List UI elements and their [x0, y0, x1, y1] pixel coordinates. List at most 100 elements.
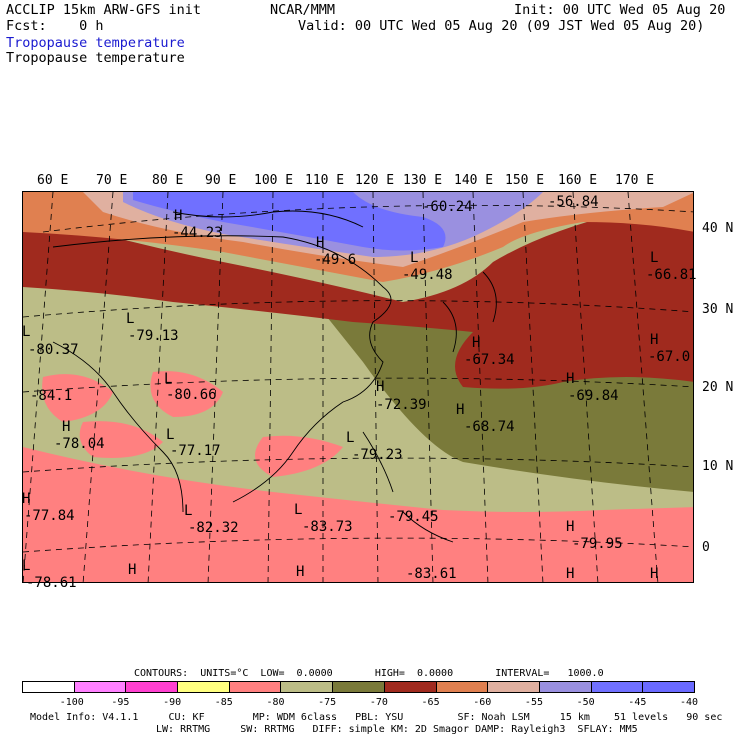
lat-label: 0: [702, 540, 710, 555]
title-valid: Valid: 00 UTC Wed 05 Aug 20 (09 JST Wed …: [298, 18, 705, 34]
colorbar-label: -80: [266, 697, 285, 708]
colorbar-label: -55: [524, 697, 543, 708]
high-marker: H: [376, 379, 385, 395]
value-label: -44.23: [172, 225, 223, 241]
colorbar-swatch: [22, 681, 75, 693]
low-marker: L: [650, 250, 659, 266]
lon-label: 170 E: [615, 173, 655, 188]
value-label: -79.23: [352, 447, 403, 463]
lon-label: 70 E: [96, 173, 128, 188]
title-model: ACCLIP 15km ARW-GFS init: [6, 2, 202, 18]
colorbar-swatch: [538, 681, 592, 693]
lon-label: 60 E: [37, 173, 69, 188]
high-marker: H: [62, 419, 71, 435]
colorbar-label: -60: [473, 697, 492, 708]
map-panel: [22, 191, 694, 583]
value-label: -72.39: [376, 397, 427, 413]
colorbar-swatch: [642, 681, 695, 693]
title-init: Init: 00 UTC Wed 05 Aug 20: [514, 2, 726, 18]
lat-label: 20 N: [702, 380, 734, 395]
value-label: -78.04: [54, 436, 105, 452]
high-marker: H: [650, 332, 659, 348]
value-label: -56.84: [548, 194, 599, 210]
low-marker: L: [164, 371, 173, 387]
high-marker: H: [456, 402, 465, 418]
colorbar-swatch: [73, 681, 127, 693]
value-label: -49.48: [402, 267, 453, 283]
lon-label: 100 E: [254, 173, 294, 188]
colorbar-label: -40: [680, 697, 699, 708]
colorbar-swatch: [487, 681, 540, 693]
colorbar-label: -70: [369, 697, 388, 708]
colorbar-swatch: [383, 681, 437, 693]
lat-label: 40 N: [702, 221, 734, 236]
low-marker: L: [22, 558, 31, 574]
low-marker: L: [294, 502, 303, 518]
high-marker: H: [566, 566, 575, 582]
colorbar-swatch: [228, 681, 282, 693]
colorbar-label: -85: [214, 697, 233, 708]
value-label: -68.74: [464, 419, 515, 435]
colorbar-swatch: [590, 681, 644, 693]
field-title-contour: Tropopause temperature: [6, 50, 185, 66]
lon-label: 160 E: [558, 173, 598, 188]
title-forecast: Fcst: 0 h: [6, 18, 104, 34]
colorbar-label: -50: [576, 697, 595, 708]
model-info-line2: LW: RRTMG SW: RRTMG DIFF: simple KM: 2D …: [156, 724, 638, 735]
high-marker: H: [472, 335, 481, 351]
colorbar-swatch: [332, 681, 385, 693]
map-canvas: [23, 192, 693, 582]
model-info-line1: Model Info: V4.1.1 CU: KF MP: WDM 6class…: [30, 712, 723, 723]
field-title-filled: Tropopause temperature: [6, 35, 185, 51]
value-label: -79.95: [572, 536, 623, 552]
value-label: -66.81: [646, 267, 697, 283]
low-marker: L: [166, 427, 175, 443]
colorbar-label: -45: [628, 697, 647, 708]
high-marker: H: [174, 208, 183, 224]
colorbar-swatch: [125, 681, 179, 693]
value-label: -77.84: [24, 508, 75, 524]
high-marker: H: [22, 491, 31, 507]
value-label: -49.6: [314, 252, 357, 268]
colorbar-label: -90: [163, 697, 182, 708]
colorbar-label: -95: [111, 697, 130, 708]
high-marker: H: [566, 519, 575, 535]
value-label: -83.61: [406, 566, 457, 582]
colorbar-label: -100: [59, 697, 84, 708]
value-label: -79.45: [388, 509, 439, 525]
value-label: -83.73: [302, 519, 353, 535]
value-label: -67.0: [648, 349, 691, 365]
low-marker: L: [346, 430, 355, 446]
value-label: -69.84: [568, 388, 619, 404]
lon-label: 140 E: [454, 173, 494, 188]
contour-info: CONTOURS: UNITS=°C LOW= 0.0000 HIGH= 0.0…: [134, 668, 604, 679]
colorbar-swatch: [435, 681, 489, 693]
high-marker: H: [316, 235, 325, 251]
value-label: -77.17: [170, 443, 221, 459]
high-marker: H: [296, 564, 305, 580]
value-label: -67.34: [464, 352, 515, 368]
lon-label: 130 E: [403, 173, 443, 188]
value-label: -78.61: [26, 575, 77, 591]
title-org: NCAR/MMM: [270, 2, 336, 18]
colorbar-swatch: [280, 681, 334, 693]
high-marker: H: [128, 562, 137, 578]
lon-label: 110 E: [305, 173, 345, 188]
lon-label: 150 E: [505, 173, 545, 188]
low-marker: L: [410, 250, 419, 266]
low-marker: L: [126, 311, 135, 327]
high-marker: H: [650, 566, 659, 582]
lon-label: 120 E: [355, 173, 395, 188]
low-marker: L: [22, 324, 31, 340]
value-label: -84.1: [30, 388, 73, 404]
value-label: -60.24: [422, 199, 473, 215]
high-marker: H: [566, 371, 575, 387]
value-label: -80.66: [166, 387, 217, 403]
value-label: -79.13: [128, 328, 179, 344]
lon-label: 80 E: [152, 173, 184, 188]
lat-label: 10 N: [702, 459, 734, 474]
colorbar-swatch: [177, 681, 230, 693]
low-marker: L: [184, 503, 193, 519]
lat-label: 30 N: [702, 302, 734, 317]
lon-label: 90 E: [205, 173, 237, 188]
